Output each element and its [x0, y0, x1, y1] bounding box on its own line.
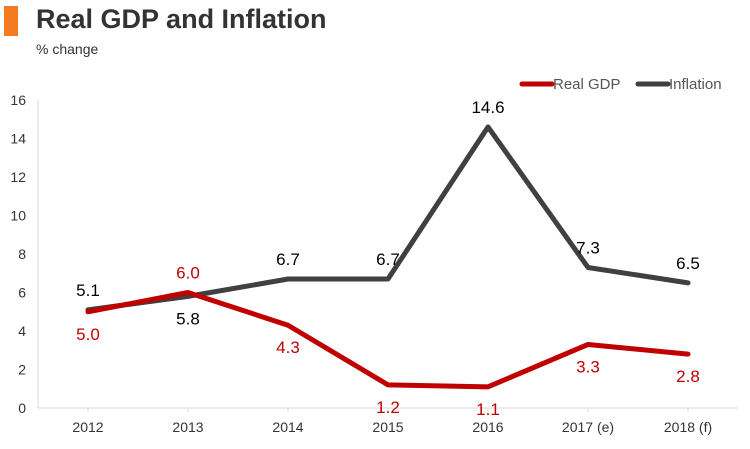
- data-label-inflation: 6.7: [376, 250, 400, 269]
- data-label-inflation: 5.8: [176, 309, 200, 328]
- data-label-real-gdp: 1.1: [476, 400, 500, 419]
- data-label-real-gdp: 6.0: [176, 264, 200, 283]
- data-label-real-gdp: 3.3: [576, 357, 600, 376]
- legend-label-inflation: Inflation: [669, 76, 722, 93]
- data-label-real-gdp: 5.0: [76, 325, 100, 344]
- x-tick-label: 2018 (f): [664, 419, 712, 435]
- data-label-inflation: 7.3: [576, 238, 600, 257]
- data-label-inflation: 6.5: [676, 254, 700, 273]
- data-label-inflation: 14.6: [471, 98, 504, 117]
- legend-label-real-gdp: Real GDP: [553, 76, 621, 93]
- data-label-real-gdp: 2.8: [676, 367, 700, 386]
- y-tick-label: 8: [18, 246, 26, 262]
- data-label-real-gdp: 4.3: [276, 338, 300, 357]
- x-tick-label: 2017 (e): [562, 419, 614, 435]
- x-tick-label: 2012: [72, 419, 103, 435]
- y-tick-label: 6: [18, 285, 26, 301]
- x-tick-label: 2015: [372, 419, 403, 435]
- y-tick-label: 0: [18, 400, 26, 416]
- y-tick-label: 4: [18, 323, 26, 339]
- y-tick-label: 2: [18, 362, 26, 378]
- x-tick-label: 2013: [172, 419, 203, 435]
- chart-subtitle: % change: [36, 41, 99, 57]
- y-tick-label: 10: [10, 208, 26, 224]
- x-tick-label: 2014: [272, 419, 303, 435]
- data-label-inflation: 5.1: [76, 281, 100, 300]
- x-tick-label: 2016: [472, 419, 503, 435]
- data-label-inflation: 6.7: [276, 250, 300, 269]
- series-line-inflation: [85, 124, 691, 313]
- chart-title: Real GDP and Inflation: [36, 4, 327, 34]
- title-accent-bar: [4, 6, 18, 36]
- data-label-real-gdp: 1.2: [376, 398, 400, 417]
- y-tick-label: 12: [10, 169, 26, 185]
- y-tick-label: 14: [10, 131, 26, 147]
- series-line-real-gdp: [85, 290, 691, 390]
- y-tick-label: 16: [10, 92, 26, 108]
